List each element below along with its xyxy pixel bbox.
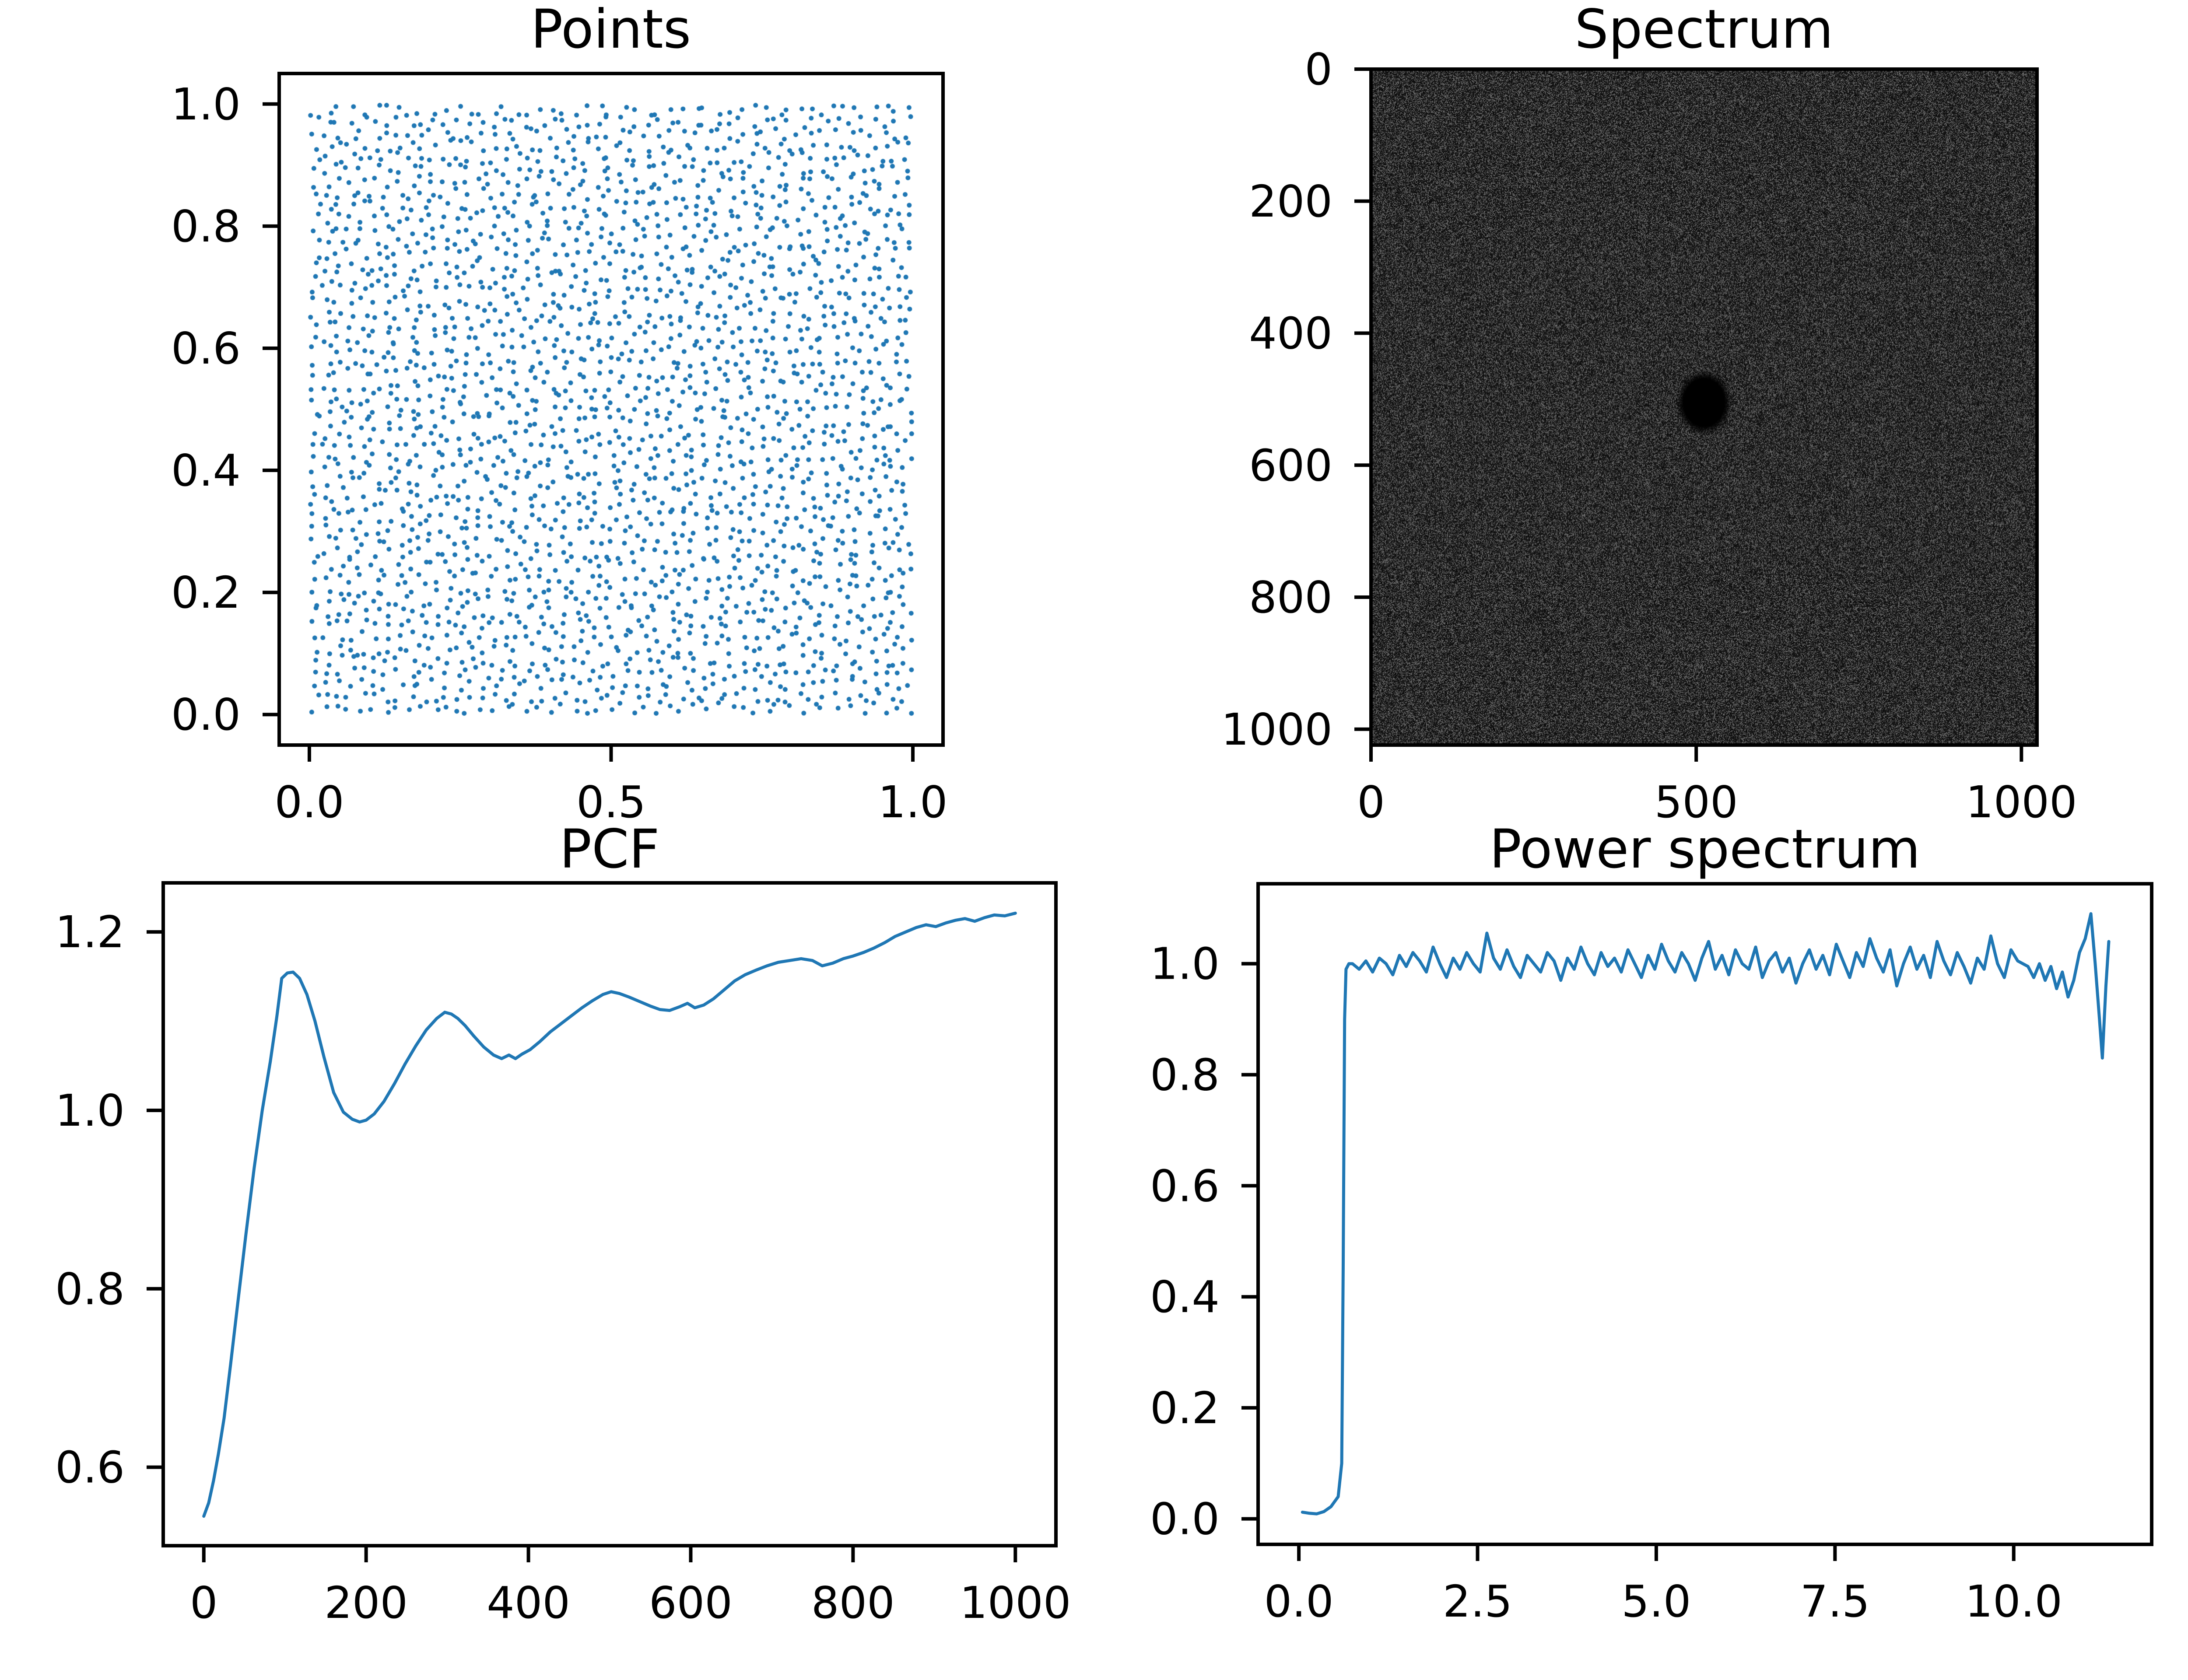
power-xtick-label: 0.0 — [1264, 1576, 1334, 1627]
spectrum-xtick-label: 0 — [1357, 777, 1385, 828]
pcf-ytick-label: 1.0 — [55, 1085, 125, 1136]
pcf-axes: 0 200 400 600 800 1000 0.6 0.8 1.0 1.2 — [55, 881, 1071, 1628]
spectrum-axes: 0 500 1000 0 200 400 600 800 1000 — [1221, 44, 2077, 828]
power-ytick-label: 0.8 — [1150, 1050, 1220, 1101]
spectrum-title: Spectrum — [1574, 0, 1834, 60]
power-axes: 0.0 2.5 5.0 7.5 10.0 0.0 0.2 0.4 0.6 0.8 1.0 — [1150, 882, 2153, 1627]
points-xtick-label: 1.0 — [878, 777, 948, 828]
pcf-xtick-label: 200 — [324, 1577, 408, 1628]
spectrum-ytick-label: 400 — [1249, 308, 1332, 359]
points-ytick-label: 0.0 — [171, 689, 241, 740]
pcf-xtick-label: 400 — [487, 1577, 570, 1628]
points-axes: 0.0 0.5 1.0 0.0 0.2 0.4 0.6 0.8 1.0 — [171, 72, 948, 828]
power-xtick-label: 10.0 — [1965, 1576, 2062, 1627]
spectrum-ytick-label: 200 — [1249, 176, 1332, 227]
pcf-line — [202, 911, 1017, 1518]
points-title: Points — [530, 0, 691, 60]
power-spines — [1256, 882, 2153, 1546]
points-ytick-label: 0.2 — [171, 567, 241, 618]
spectrum-xtick-label: 500 — [1655, 777, 1738, 828]
pcf-spines — [161, 881, 1058, 1547]
points-ytick-label: 0.6 — [171, 323, 241, 374]
power-xtick-label: 2.5 — [1443, 1576, 1512, 1627]
power-spectrum-line — [1301, 912, 2111, 1516]
pcf-ytick-label: 0.8 — [55, 1264, 125, 1315]
points-xtick-label: 0.0 — [274, 777, 344, 828]
pcf-title: PCF — [559, 818, 660, 880]
pcf-xtick-label: 800 — [811, 1577, 895, 1628]
points-spines — [277, 72, 945, 747]
points-ytick-label: 1.0 — [171, 79, 241, 130]
spectrum-xtick-label: 1000 — [1966, 777, 2077, 828]
spectrum-image-canvas — [1371, 69, 2037, 745]
power-ytick-label: 0.2 — [1150, 1382, 1220, 1434]
spectrum-ytick-label: 600 — [1249, 440, 1332, 491]
power-ytick-label: 0.6 — [1150, 1160, 1220, 1211]
pcf-ytick-label: 0.6 — [55, 1442, 125, 1493]
pcf-xtick-label: 0 — [190, 1577, 218, 1628]
points-ytick-label: 0.4 — [171, 445, 241, 496]
pcf-xtick-label: 1000 — [960, 1577, 1071, 1628]
power-xtick-label: 7.5 — [1800, 1576, 1870, 1627]
power-ytick-label: 0.4 — [1150, 1271, 1220, 1323]
spectrum-ytick-label: 1000 — [1221, 704, 1333, 755]
pcf-ytick-label: 1.2 — [55, 906, 125, 958]
points-scatter-canvas — [279, 74, 943, 745]
points-xtick-label: 0.5 — [576, 777, 646, 828]
spectrum-ytick-label: 800 — [1249, 572, 1332, 623]
power-ytick-label: 0.0 — [1150, 1494, 1220, 1545]
spectrum-ytick-label: 0 — [1304, 44, 1332, 95]
spectrum-spines — [1369, 67, 2039, 747]
power-spectrum-title: Power spectrum — [1489, 818, 1921, 880]
points-ytick-label: 0.8 — [171, 201, 241, 252]
power-ytick-label: 1.0 — [1150, 938, 1220, 990]
pcf-xtick-label: 600 — [649, 1577, 733, 1628]
power-xtick-label: 5.0 — [1621, 1576, 1691, 1627]
